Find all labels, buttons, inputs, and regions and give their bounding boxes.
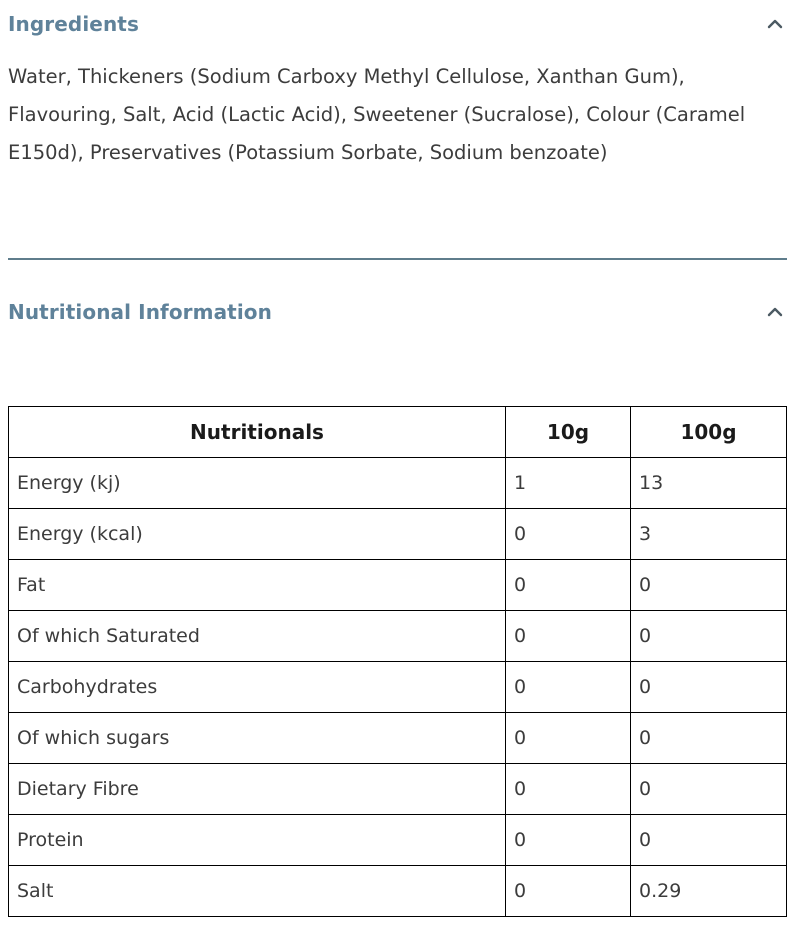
- ingredients-text: Water, Thickeners (Sodium Carboxy Methyl…: [8, 65, 746, 164]
- ingredients-title: Ingredients: [8, 12, 139, 36]
- cell-nutrient-name: Of which sugars: [8, 712, 506, 764]
- nutrition-table-head: Nutritionals 10g 100g: [8, 406, 787, 458]
- cell-nutrient-name: Energy (kj): [8, 457, 506, 509]
- chevron-up-icon[interactable]: [763, 300, 787, 324]
- nutritional-information-section: Nutritional Information: [8, 300, 787, 324]
- cell-per-100g: 13: [630, 457, 787, 509]
- column-header-10g: 10g: [505, 406, 631, 458]
- cell-per-100g: 0.29: [630, 865, 787, 917]
- cell-nutrient-name: Salt: [8, 865, 506, 917]
- cell-per-10g: 0: [505, 559, 631, 611]
- table-row: Carbohydrates 0 0: [8, 661, 787, 713]
- table-row: Fat 0 0: [8, 559, 787, 611]
- table-row: Salt 0 0.29: [8, 865, 787, 917]
- chevron-up-icon[interactable]: [763, 12, 787, 36]
- nutrition-table-container: Nutritionals 10g 100g Energy (kj) 1 13 E…: [8, 406, 787, 917]
- table-row: Of which sugars 0 0: [8, 712, 787, 764]
- cell-nutrient-name: Energy (kcal): [8, 508, 506, 560]
- ingredients-section: Ingredients Water, Thickeners (Sodium Ca…: [8, 0, 787, 172]
- table-row: Protein 0 0: [8, 814, 787, 866]
- cell-per-10g: 1: [505, 457, 631, 509]
- cell-per-10g: 0: [505, 610, 631, 662]
- table-row: Energy (kj) 1 13: [8, 457, 787, 509]
- table-row: Of which Saturated 0 0: [8, 610, 787, 662]
- nutrition-table: Nutritionals 10g 100g Energy (kj) 1 13 E…: [8, 406, 787, 917]
- nutritional-information-title: Nutritional Information: [8, 300, 272, 324]
- ingredients-section-header[interactable]: Ingredients: [8, 12, 787, 36]
- cell-nutrient-name: Protein: [8, 814, 506, 866]
- cell-nutrient-name: Carbohydrates: [8, 661, 506, 713]
- cell-nutrient-name: Of which Saturated: [8, 610, 506, 662]
- table-header-row: Nutritionals 10g 100g: [8, 406, 787, 458]
- cell-per-100g: 0: [630, 610, 787, 662]
- cell-per-10g: 0: [505, 763, 631, 815]
- section-divider: [8, 258, 787, 260]
- cell-per-10g: 0: [505, 865, 631, 917]
- cell-per-100g: 0: [630, 559, 787, 611]
- table-row: Dietary Fibre 0 0: [8, 763, 787, 815]
- cell-per-100g: 3: [630, 508, 787, 560]
- column-header-nutritionals: Nutritionals: [8, 406, 506, 458]
- cell-per-10g: 0: [505, 814, 631, 866]
- cell-nutrient-name: Fat: [8, 559, 506, 611]
- cell-nutrient-name: Dietary Fibre: [8, 763, 506, 815]
- nutritional-information-section-header[interactable]: Nutritional Information: [8, 300, 787, 324]
- cell-per-10g: 0: [505, 508, 631, 560]
- cell-per-100g: 0: [630, 661, 787, 713]
- cell-per-100g: 0: [630, 712, 787, 764]
- cell-per-10g: 0: [505, 661, 631, 713]
- cell-per-10g: 0: [505, 712, 631, 764]
- nutrition-table-body: Energy (kj) 1 13 Energy (kcal) 0 3 Fat 0…: [8, 457, 787, 917]
- cell-per-100g: 0: [630, 763, 787, 815]
- cell-per-100g: 0: [630, 814, 787, 866]
- column-header-100g: 100g: [630, 406, 787, 458]
- table-row: Energy (kcal) 0 3: [8, 508, 787, 560]
